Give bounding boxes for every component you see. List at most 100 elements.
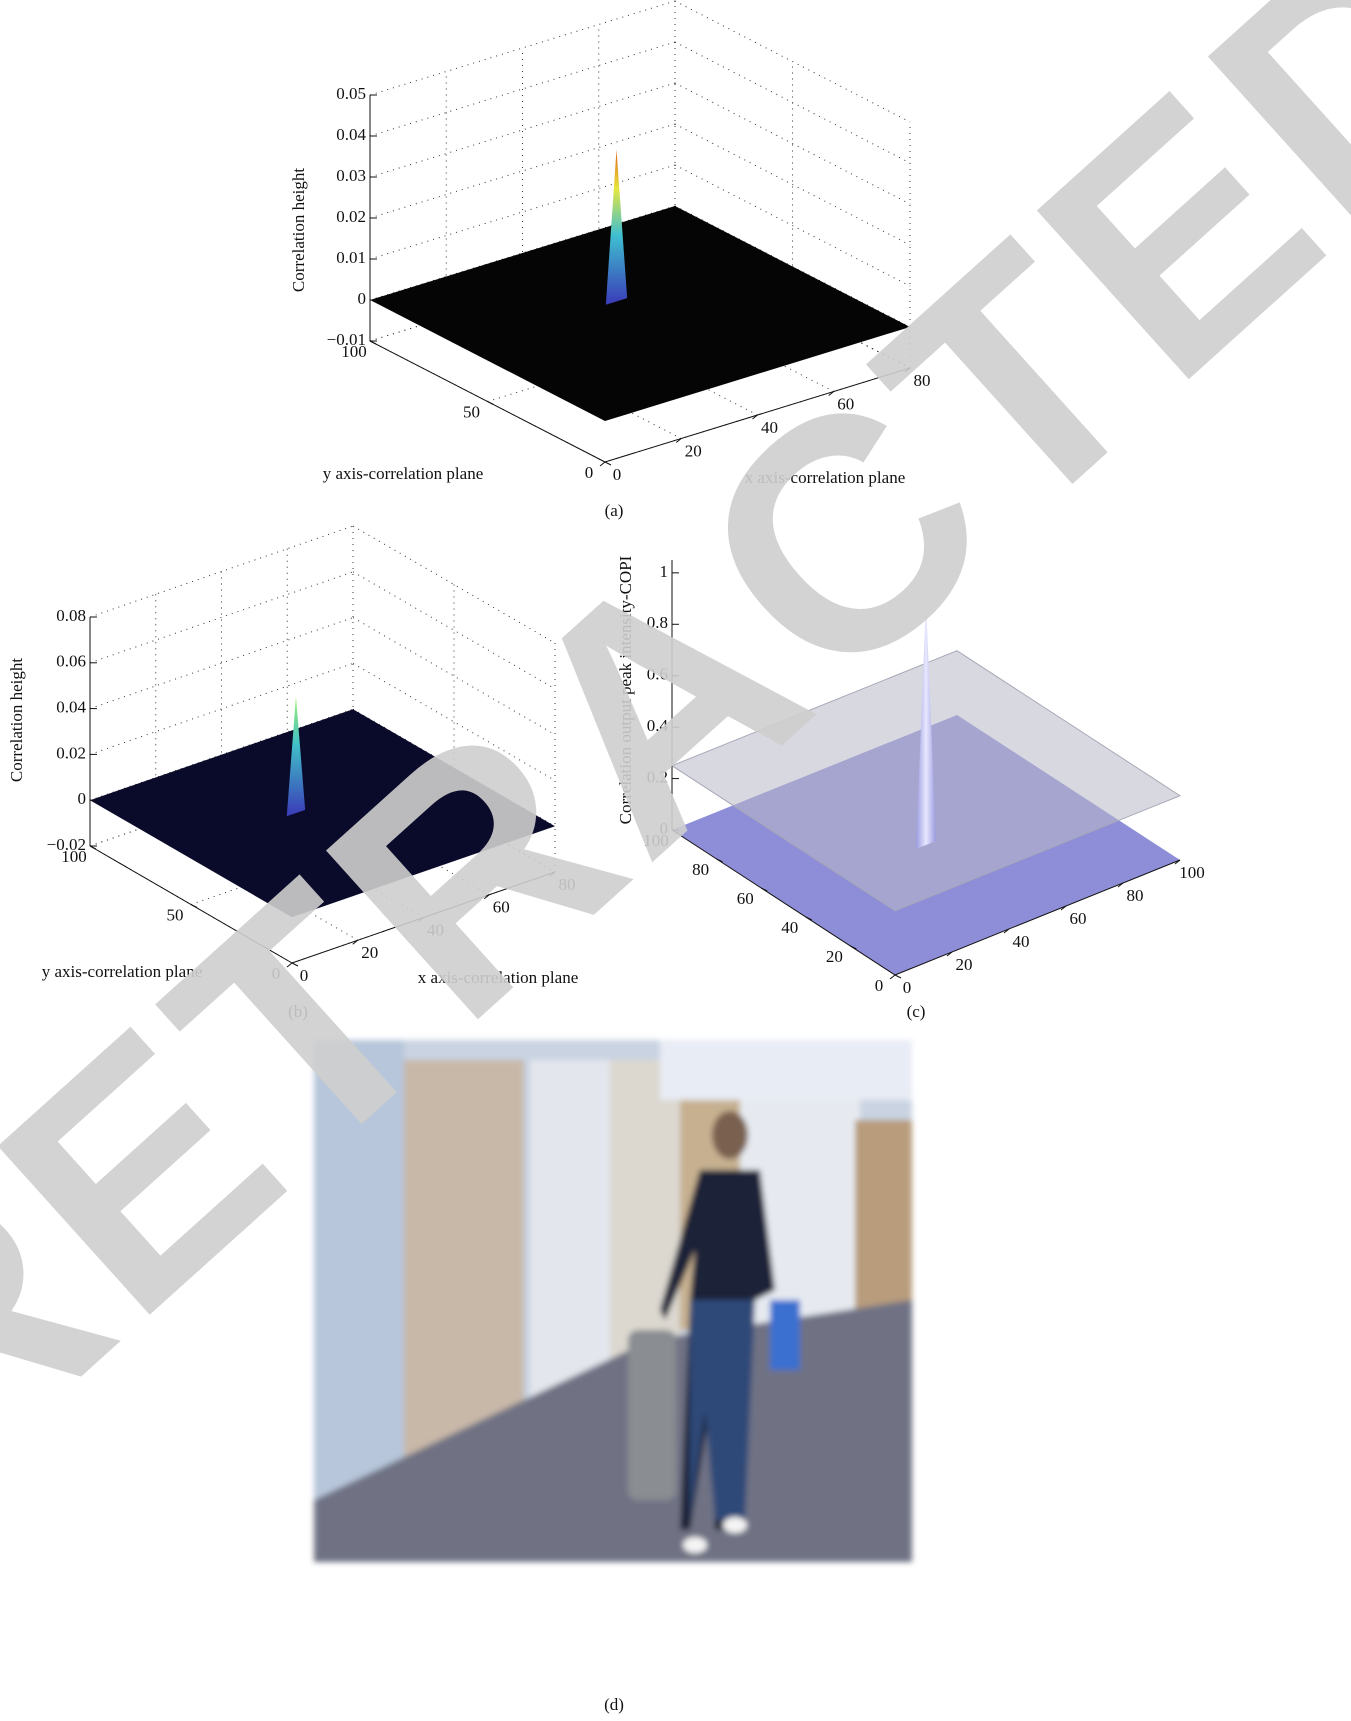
tick-mark <box>889 974 896 980</box>
tick-mark <box>418 917 424 922</box>
x-tick-label: 0 <box>613 465 622 484</box>
z-tick-label: 0 <box>78 789 87 808</box>
x-tick-label: 40 <box>427 920 444 939</box>
x-tick-label: 100 <box>1179 863 1205 882</box>
tick-mark <box>850 945 857 950</box>
z-tick-label: 0 <box>358 289 367 308</box>
y-tick-label: 20 <box>826 947 843 966</box>
x-tick-label: 40 <box>761 418 778 437</box>
tick-mark <box>805 916 813 921</box>
y-axis-label: y axis-correlation plane <box>42 962 203 981</box>
tick-mark <box>752 414 758 420</box>
caption: (a) <box>605 501 624 520</box>
tick-mark <box>291 962 299 967</box>
tick-mark <box>286 962 293 968</box>
grid-line <box>369 0 676 96</box>
x-axis-label: x axis-correlation plane <box>418 968 579 987</box>
x-tick-label: 60 <box>1070 909 1087 928</box>
correlation-peak <box>916 600 936 850</box>
caption: (b) <box>288 1002 308 1021</box>
z-tick-label: 0.4 <box>647 716 669 735</box>
tick-mark <box>352 939 359 945</box>
tick-mark <box>549 871 556 877</box>
y-axis-label: y axis-correlation plane <box>323 464 484 483</box>
correlation-peak <box>605 149 628 305</box>
z-axis-label: Correlation height <box>289 168 308 292</box>
caption: (d) <box>604 1695 624 1714</box>
tick-mark <box>1117 882 1124 888</box>
z-tick-label: 0.2 <box>647 767 668 786</box>
y-tick-label: 100 <box>341 342 367 361</box>
z-tick-label: 0.03 <box>336 166 366 185</box>
surface-floor <box>90 709 555 918</box>
z-tick-label: 0 <box>660 819 669 838</box>
z-tick-label: 0.02 <box>56 743 86 762</box>
y-tick-label: 50 <box>167 905 184 924</box>
x-tick-label: 80 <box>559 875 576 894</box>
tick-mark <box>190 904 198 908</box>
axis-line <box>671 829 896 976</box>
x-tick-label: 40 <box>1013 932 1030 951</box>
z-tick-label: 0.08 <box>56 606 86 625</box>
tick-mark <box>675 438 682 443</box>
x-tick-label: 80 <box>914 371 931 390</box>
z-axis-label: Correlation output peak intensity-COPI <box>616 555 635 824</box>
z-tick-label: 0.6 <box>647 665 668 684</box>
grid-line <box>369 41 676 137</box>
tick-mark <box>483 894 490 900</box>
x-tick-label: 20 <box>956 955 973 974</box>
tick-mark <box>599 461 606 467</box>
tick-mark <box>604 461 612 466</box>
y-tick-label: 40 <box>781 918 798 937</box>
y-tick-label: 50 <box>463 402 480 421</box>
tick-mark <box>1060 905 1067 911</box>
y-tick-label: 60 <box>737 889 754 908</box>
y-tick-label: 100 <box>61 847 87 866</box>
photo: (d) <box>314 1040 912 1714</box>
grid-line <box>89 617 354 710</box>
tick-mark <box>671 829 679 834</box>
tick-mark <box>369 340 377 345</box>
tick-mark <box>1174 859 1181 865</box>
grid-line <box>674 164 911 287</box>
axis-line <box>894 859 1181 976</box>
tick-mark <box>487 401 494 405</box>
z-tick-label: 0.8 <box>647 613 668 632</box>
grid-line <box>674 0 911 123</box>
tick-mark <box>1003 928 1010 934</box>
y-tick-label: 100 <box>643 831 669 850</box>
tick-mark <box>904 367 911 373</box>
tick-mark <box>946 951 953 957</box>
y-tick-label: 0 <box>272 964 281 983</box>
grid-line <box>674 82 911 205</box>
grid-line <box>89 571 354 664</box>
x-tick-label: 60 <box>837 394 854 413</box>
tick-mark <box>716 858 723 863</box>
tick-mark <box>894 974 902 979</box>
z-axis-label: Correlation height <box>7 658 26 782</box>
x-tick-label: 60 <box>493 898 510 917</box>
z-tick-label: 0.05 <box>336 84 366 103</box>
surface-floor <box>370 206 910 421</box>
tick-mark <box>828 391 835 396</box>
caption: (c) <box>907 1002 926 1021</box>
z-tick-label: 0.04 <box>336 125 366 144</box>
z-tick-label: 0.04 <box>56 698 86 717</box>
z-tick-label: −0.01 <box>327 330 366 349</box>
y-tick-label: 80 <box>692 860 709 879</box>
z-tick-label: −0.02 <box>47 835 86 854</box>
x-axis-label: x axis-correlation plane <box>745 468 906 487</box>
z-tick-label: 0.02 <box>336 207 366 226</box>
grid-line <box>674 123 911 246</box>
z-tick-label: 0.01 <box>336 248 366 267</box>
x-tick-label: 20 <box>685 441 702 460</box>
x-tick-label: 0 <box>300 966 309 985</box>
grid-line <box>674 41 911 164</box>
x-tick-label: 80 <box>1127 886 1144 905</box>
x-tick-label: 20 <box>361 943 378 962</box>
y-tick-label: 0 <box>875 976 884 995</box>
correlation-peak <box>286 696 306 817</box>
tick-mark <box>89 845 97 850</box>
grid-line <box>369 82 676 178</box>
